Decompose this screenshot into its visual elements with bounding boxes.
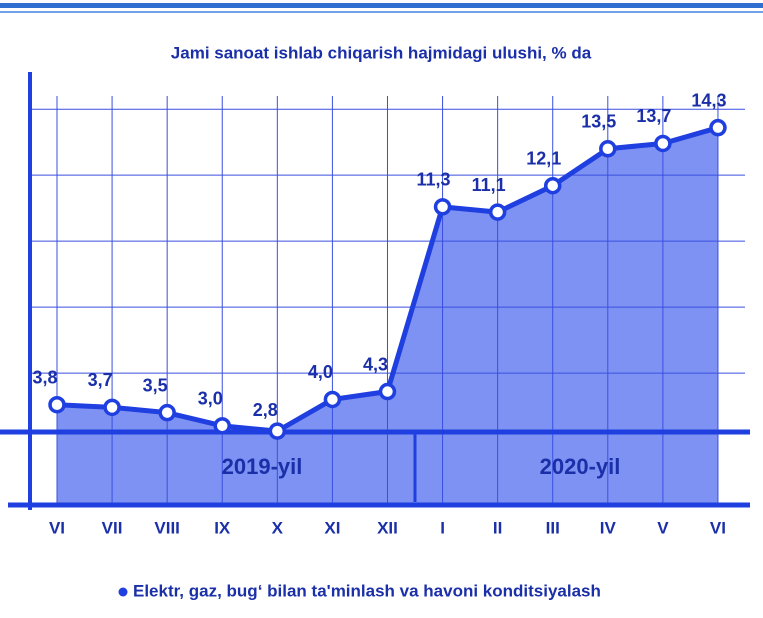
x-tick-label: IX [214,518,231,537]
value-label: 14,3 [691,90,726,110]
point [599,140,617,158]
point [48,395,66,414]
year-label: 2019-yil [222,454,303,479]
x-tick-label: VI [49,518,65,537]
value-label: 3,8 [32,367,57,387]
x-tick-label: XII [377,518,398,537]
value-label: 3,0 [198,389,223,409]
point [158,403,176,422]
top-rule [0,3,763,8]
value-label: 11,3 [417,170,451,190]
value-label: 11,1 [472,175,506,195]
year-label: 2020-yil [540,454,621,479]
x-tick-label: IV [600,518,617,537]
value-label: 2,8 [253,400,278,420]
point [709,118,727,137]
point [323,390,342,409]
value-label: 13,5 [581,112,616,132]
x-tick-label: VIII [154,518,180,537]
value-label: 12,1 [526,148,561,168]
value-label: 3,7 [88,370,113,390]
x-tick-label: III [546,518,560,537]
x-tick-label: II [493,518,502,537]
point [488,203,507,221]
x-tick-label: VII [102,518,123,537]
point [378,382,397,401]
value-label: 3,5 [143,375,168,395]
top-rule [0,11,763,13]
x-tick-label: VI [710,518,726,537]
value-label: 4,0 [308,362,333,382]
point [543,176,562,195]
point [103,398,121,417]
point [213,417,231,435]
x-tick-label: V [657,518,669,537]
x-tick-label: X [272,518,284,537]
value-label: 13,7 [636,106,671,126]
legend-label: Elektr, gaz, bug‘ bilan ta'minlash va ha… [133,581,601,600]
x-tick-label: I [440,518,445,537]
point [433,198,452,216]
point [654,134,672,153]
x-tick-label: XI [324,518,340,537]
legend-marker [118,587,128,597]
value-label: 4,3 [363,354,388,374]
point [268,422,287,440]
chart-title: Jami sanoat ishlab chiqarish hajmidagi u… [171,43,592,62]
